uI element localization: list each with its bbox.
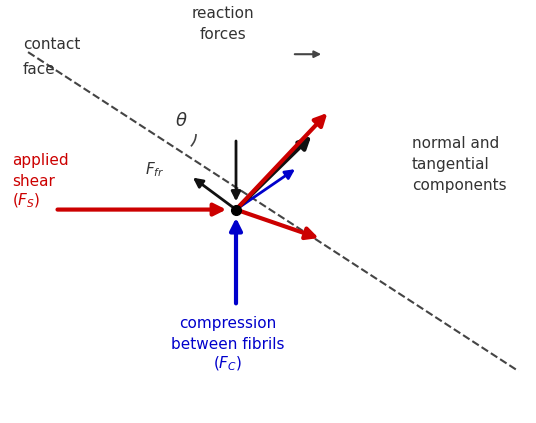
Text: forces: forces [199, 27, 246, 41]
Text: applied: applied [12, 153, 69, 168]
Text: compression: compression [180, 316, 277, 331]
Text: reaction: reaction [191, 5, 254, 21]
Text: normal and: normal and [412, 136, 499, 151]
Text: ($F_S$): ($F_S$) [12, 191, 41, 209]
Text: tangential: tangential [412, 157, 490, 172]
Text: ($F_C$): ($F_C$) [213, 355, 243, 374]
Text: between fibrils: between fibrils [172, 337, 285, 352]
Text: $F_{fr}$: $F_{fr}$ [145, 160, 164, 179]
Text: $\theta$: $\theta$ [175, 112, 188, 130]
Text: face: face [23, 62, 55, 77]
Text: shear: shear [12, 173, 55, 189]
Text: contact: contact [23, 37, 80, 52]
Text: components: components [412, 178, 507, 193]
